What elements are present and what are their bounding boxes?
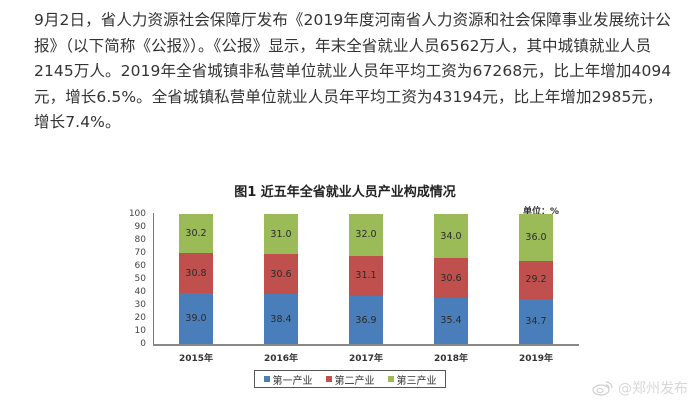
article-text: 9月2日，省人力资源社会保障厅发布《2019年度河南省人力资源和社会保障事业发展… xyxy=(34,8,674,136)
y-tick-label: 0 xyxy=(140,339,146,349)
y-tick-label: 10 xyxy=(134,326,146,336)
legend-item-tertiary: 第三产业 xyxy=(387,372,437,387)
x-tick-label: 2015年 xyxy=(178,354,214,364)
bar-segment: 34.7 xyxy=(519,298,553,344)
bar-segment: 38.4 xyxy=(264,294,298,344)
legend-label: 第一产业 xyxy=(272,375,313,387)
unit-label: 单位：% xyxy=(523,207,560,217)
y-tick-label: 50 xyxy=(134,274,146,284)
chart-legend: 第一产业 第二产业 第三产业 xyxy=(254,370,446,388)
article-paragraph: 9月2日，省人力资源社会保障厅发布《2019年度河南省人力资源和社会保障事业发展… xyxy=(34,11,672,131)
bar-2018年: 35.4 30.6 34.0 xyxy=(434,214,468,344)
x-tick-label: 2019年 xyxy=(518,354,554,364)
bar-segment: 36.9 xyxy=(349,296,383,344)
y-tick-label: 100 xyxy=(128,209,146,219)
x-tick-label: 2017年 xyxy=(348,354,384,364)
weibo-watermark: @郑州发布 xyxy=(592,378,688,398)
y-tick-label: 40 xyxy=(134,287,146,297)
bar-segment: 31.0 xyxy=(264,214,298,255)
bar-2015年: 39.0 30.8 30.2 xyxy=(179,214,213,344)
legend-label: 第三产业 xyxy=(396,375,437,387)
x-tick-label: 2018年 xyxy=(433,354,469,364)
bar-segment: 39.0 xyxy=(179,293,213,344)
bar-segment: 30.8 xyxy=(179,253,213,294)
y-tick-label: 60 xyxy=(134,261,146,271)
y-axis xyxy=(153,213,154,344)
legend-item-primary: 第一产业 xyxy=(263,372,313,387)
y-tick-label: 70 xyxy=(134,248,146,258)
bar-segment: 31.1 xyxy=(349,255,383,297)
x-axis xyxy=(153,344,579,346)
y-tick-label: 30 xyxy=(134,300,146,310)
weibo-icon xyxy=(592,381,613,396)
bar-segment: 32.0 xyxy=(349,214,383,256)
bar-segment: 30.6 xyxy=(434,258,468,298)
bar-segment: 36.0 xyxy=(519,214,553,261)
y-tick-label: 20 xyxy=(134,313,146,323)
bar-2019年: 34.7 29.2 36.0 xyxy=(519,214,553,344)
chart-title: 图1 近五年全省就业人员产业构成情况 xyxy=(234,185,456,200)
legend-label: 第二产业 xyxy=(334,375,375,387)
legend-swatch xyxy=(263,376,270,382)
watermark-text: @郑州发布 xyxy=(618,381,688,397)
bar-segment: 30.2 xyxy=(179,214,213,254)
legend-item-secondary: 第二产业 xyxy=(325,372,375,387)
x-tick-label: 2016年 xyxy=(263,354,299,364)
legend-swatch xyxy=(387,376,394,382)
bar-segment: 30.6 xyxy=(264,254,298,295)
bar-segment: 34.0 xyxy=(434,214,468,259)
bar-segment: 29.2 xyxy=(519,260,553,299)
bar-2017年: 36.9 31.1 32.0 xyxy=(349,214,383,344)
bar-2016年: 38.4 30.6 31.0 xyxy=(264,214,298,344)
y-tick-label: 80 xyxy=(134,235,146,245)
y-tick-label: 90 xyxy=(134,222,146,232)
legend-swatch xyxy=(325,376,332,382)
bar-segment: 35.4 xyxy=(434,297,468,344)
